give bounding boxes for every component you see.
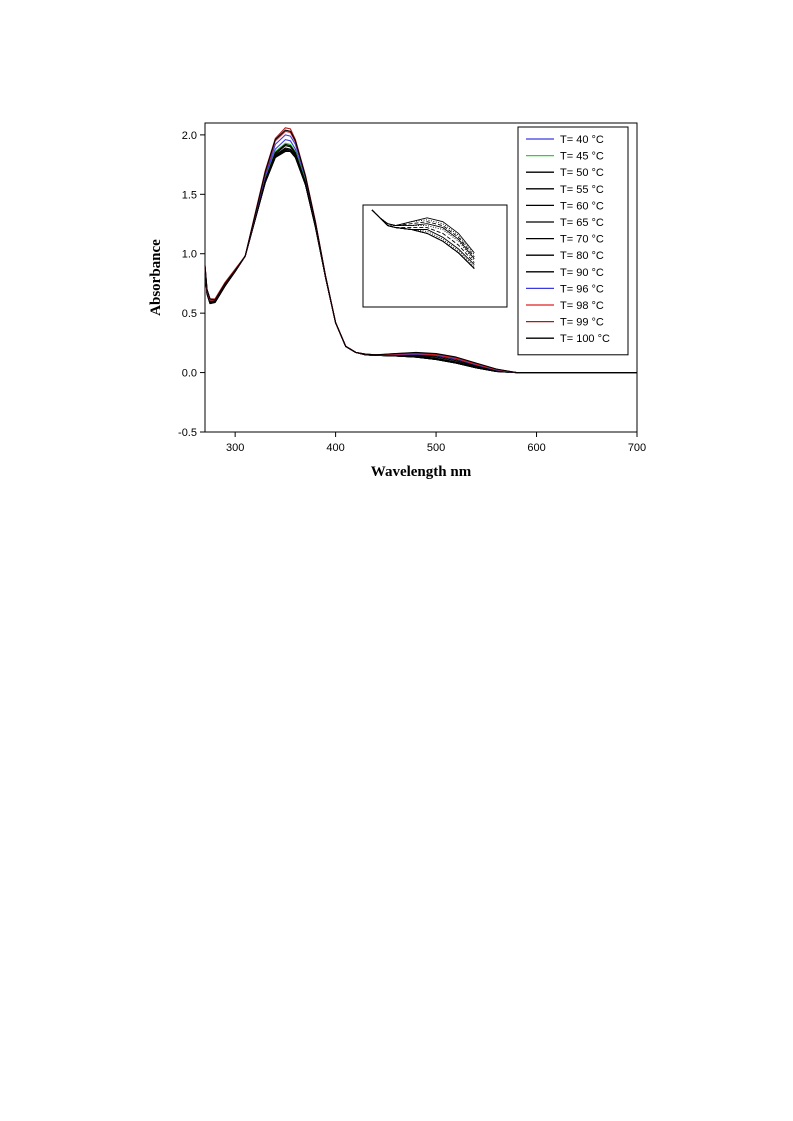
legend-box [517, 126, 629, 356]
legend-label-12: T= 100 °C [560, 333, 610, 345]
legend-label-4: T= 60 °C [560, 200, 604, 212]
x-tick-label: 600 [527, 442, 545, 454]
axes: 300 400 500 600 700 -0.5 0.0 0.5 1.0 1.5 2.0 [178, 122, 646, 454]
legend-label-8: T= 90 °C [560, 267, 604, 279]
inset-line-7 [371, 209, 475, 264]
legend-label-10: T= 98 °C [560, 300, 604, 312]
legend: T= 40 °C T= 45 °C T= 50 °C T= 55 °C T= 60 °C… [517, 126, 629, 356]
inset-line-5 [371, 209, 475, 267]
x-tick-label: 700 [628, 442, 646, 454]
legend-label-6: T= 70 °C [560, 234, 604, 246]
legend-label-1: T= 45 °C [560, 151, 604, 163]
y-tick-label: 2.0 [182, 130, 197, 142]
y-tick-label: 0.5 [182, 308, 197, 320]
plot-frame [204, 122, 638, 433]
y-tick-label: 0.0 [182, 368, 197, 380]
series-line-12 [204, 129, 637, 374]
legend-label-2: T= 50 °C [560, 167, 604, 179]
legend-label-5: T= 65 °C [560, 217, 604, 229]
y-tick-label: 1.5 [182, 189, 197, 201]
x-tick-label: 300 [226, 442, 244, 454]
inset-line-12 [371, 209, 475, 254]
series-lines [204, 127, 637, 374]
legend-label-3: T= 55 °C [560, 184, 604, 196]
legend-label-7: T= 80 °C [560, 250, 604, 262]
x-axis-label: Wavelength nm [371, 464, 472, 480]
y-axis-label: Absorbance [148, 239, 164, 316]
x-tick-label: 500 [427, 442, 445, 454]
inset-frame [362, 204, 508, 308]
legend-label-0: T= 40 °C [560, 134, 604, 146]
absorbance-chart: 300 400 500 600 700 -0.5 0.0 0.5 1.0 1.5 2.0 T= 40… [148, 122, 646, 480]
legend-label-9: T= 96 °C [560, 283, 604, 295]
x-tick-label: 400 [326, 442, 344, 454]
inset-plot [362, 204, 508, 308]
y-tick-label: -0.5 [178, 427, 197, 439]
legend-label-11: T= 99 °C [560, 317, 604, 329]
y-tick-label: 1.0 [182, 249, 197, 261]
